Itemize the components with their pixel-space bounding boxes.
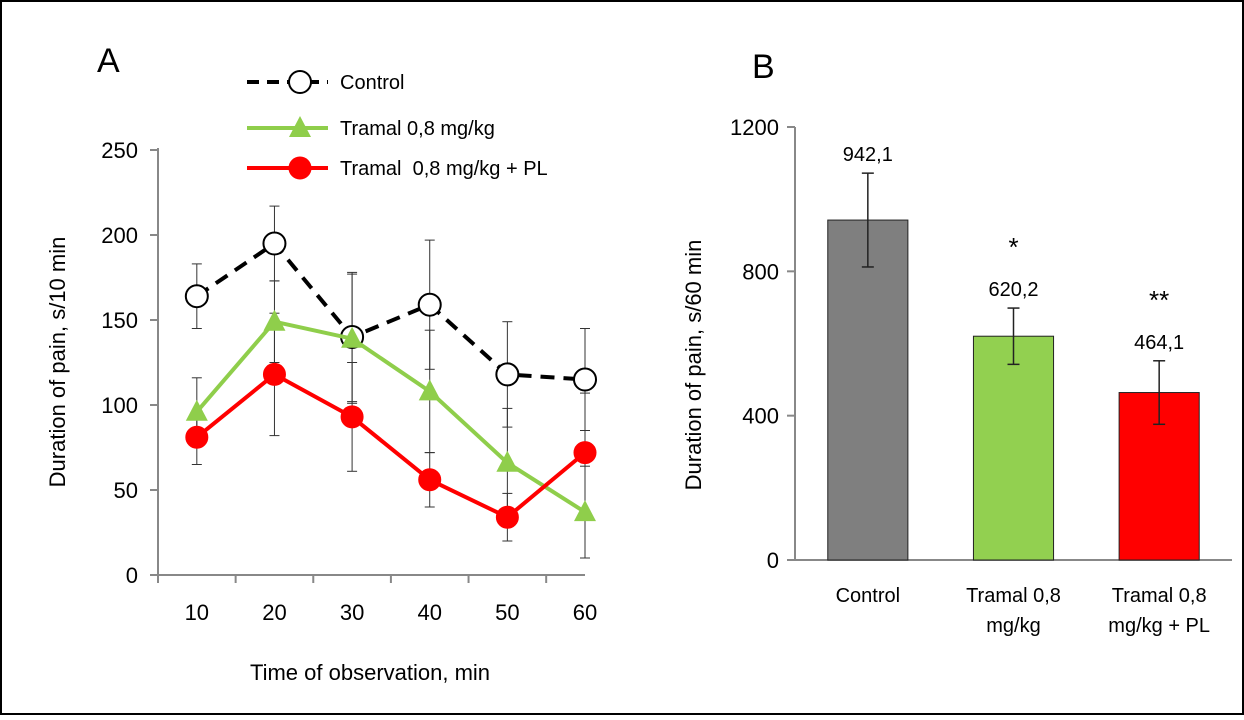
panel-b-significance-marker: * bbox=[1008, 232, 1018, 262]
panel-a-data-point bbox=[263, 309, 286, 331]
panel-a-series-line bbox=[195, 372, 587, 520]
panel-a-data-point bbox=[417, 292, 442, 317]
panel-b-category-label: Control bbox=[836, 585, 900, 607]
panel-a-legend-label: Control bbox=[340, 72, 404, 94]
panel-a-x-tick-label: 60 bbox=[573, 600, 597, 625]
panel-a-series-line bbox=[195, 319, 587, 514]
panel-a-series-2 bbox=[185, 362, 597, 529]
panel-a-data-point bbox=[418, 379, 441, 401]
panel-a-xlabel: Time of observation, min bbox=[250, 660, 490, 685]
panel-a-data-point bbox=[496, 450, 519, 472]
panel-a-data-point bbox=[185, 399, 208, 421]
panel-a-label: A bbox=[97, 42, 120, 80]
panel-a-x-tick-label: 30 bbox=[340, 600, 364, 625]
panel-a-y-tick-label: 250 bbox=[101, 138, 138, 163]
panel-a-data-point bbox=[573, 441, 597, 465]
panel-b-bar bbox=[972, 335, 1055, 561]
panel-a-y-tick-label: 150 bbox=[101, 308, 138, 333]
panel-b-value-label: 464,1 bbox=[1134, 332, 1184, 354]
panel-a-y-tick-label: 100 bbox=[101, 393, 138, 418]
panel-b-value-label: 620,2 bbox=[988, 279, 1038, 301]
panel-a-data-point bbox=[495, 505, 519, 529]
panel-a-data-point bbox=[495, 362, 520, 387]
panel-a-data-point bbox=[418, 468, 442, 492]
panel-b-y-tick-label: 800 bbox=[742, 259, 779, 284]
panel-b-y-ticks: 0 400 800 1200 bbox=[730, 115, 795, 573]
panel-a-data-point bbox=[573, 367, 597, 392]
panel-a-series-1 bbox=[185, 309, 596, 522]
panel-a-data-point bbox=[184, 284, 209, 309]
panel-b-significance-marker: ** bbox=[1149, 285, 1169, 315]
panel-a-legend-marker bbox=[288, 70, 312, 94]
panel-a-legend-entry: Tramal 0,8 mg/kg + PL bbox=[247, 156, 548, 180]
panel-a-series-0 bbox=[184, 231, 597, 392]
panel-b-label: B bbox=[752, 48, 775, 86]
panel-a-x-tick-label: 40 bbox=[417, 600, 441, 625]
panel-a-x-tick-label: 20 bbox=[262, 600, 286, 625]
panel-b-bar-group: 620,2 * Tramal 0,8 mg/kg bbox=[966, 232, 1061, 637]
panel-b-bars: 942,1 Control 620,2 * Tramal 0,8 mg/kg 464,1 **… bbox=[827, 144, 1210, 637]
panel-a-legend-label: Tramal 0,8 mg/kg + PL bbox=[340, 158, 548, 180]
panel-a-error-bars-1 bbox=[191, 273, 590, 559]
panel-b-value-label: 942,1 bbox=[843, 144, 893, 166]
panel-a-series bbox=[184, 205, 597, 559]
panel-a-data-point bbox=[340, 405, 364, 429]
panel-b-bar bbox=[827, 219, 909, 561]
panel-b-bar-group: 942,1 Control bbox=[827, 144, 909, 607]
panel-a-series-line bbox=[195, 240, 586, 382]
panel-b-y-tick-label: 0 bbox=[767, 548, 779, 573]
panel-b-y-tick-label: 1200 bbox=[730, 115, 779, 140]
panel-b-y-tick-label: 400 bbox=[742, 404, 779, 429]
panel-a-y-tick-label: 200 bbox=[101, 223, 138, 248]
panel-a-data-point bbox=[262, 362, 286, 386]
panel-a-data-point bbox=[341, 326, 364, 348]
panel-a-data-point bbox=[262, 231, 287, 256]
panel-a-x-tick-label: 10 bbox=[185, 600, 209, 625]
panel-a-y-tick-label: 50 bbox=[114, 478, 138, 503]
panel-a-legend-entry: Tramal 0,8 mg/kg bbox=[247, 116, 495, 140]
panel-a-legend: Control Tramal 0,8 mg/kg Tramal 0,8 mg/kg … bbox=[247, 70, 548, 180]
panel-a-error-bars-0 bbox=[191, 205, 590, 431]
panel-a-x-ticks: 10 20 30 40 50 60 bbox=[157, 575, 597, 625]
panel-a-y-ticks: 0 50 100 150 200 250 bbox=[101, 138, 158, 588]
panel-a-ylabel: Duration of pain, s/10 min bbox=[45, 237, 70, 488]
panel-b-category-label-line2: mg/kg + PL bbox=[1108, 615, 1210, 637]
panel-b-category-label: Tramal 0,8 bbox=[1112, 585, 1207, 607]
panel-b-bar-group: 464,1 ** Tramal 0,8 mg/kg + PL bbox=[1108, 285, 1210, 637]
panel-a-legend-label: Tramal 0,8 mg/kg bbox=[340, 118, 495, 140]
panel-b-ylabel: Duration of pain, s/60 min bbox=[681, 240, 706, 491]
panel-a-y-tick-label: 0 bbox=[126, 563, 138, 588]
panel-b-category-label-line2: mg/kg bbox=[986, 615, 1040, 637]
panel-a-data-point bbox=[185, 425, 209, 449]
panel-a-x-tick-label: 50 bbox=[495, 600, 519, 625]
panel-a-data-point bbox=[574, 500, 596, 522]
panel-a-legend-entry: Control bbox=[247, 70, 404, 94]
panel-a-legend-marker bbox=[288, 156, 312, 180]
panel-b-category-label: Tramal 0,8 bbox=[966, 585, 1061, 607]
panel-a-legend-marker bbox=[289, 116, 311, 137]
